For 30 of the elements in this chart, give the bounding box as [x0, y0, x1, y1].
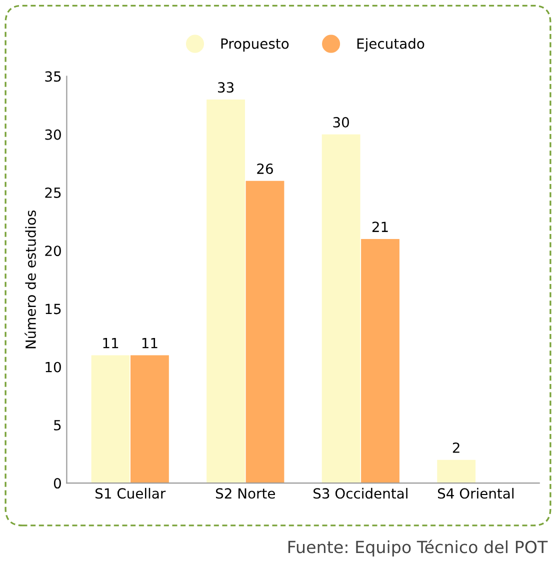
legend-label: Propuesto — [221, 38, 289, 52]
data-label: 2 — [452, 442, 460, 453]
bar — [437, 460, 476, 484]
y-axis-title: Número de estudios — [24, 210, 36, 348]
data-label: 11 — [142, 338, 158, 348]
data-label: 26 — [257, 164, 273, 174]
bar — [322, 134, 360, 484]
y-tick-label: 20 — [45, 246, 61, 256]
source-note: Fuente: Equipo Técnico del POT — [288, 540, 548, 557]
x-tick-label: S4 Oriental — [438, 488, 514, 499]
x-tick-label: S3 Occidental — [314, 488, 408, 499]
data-label: 33 — [218, 82, 234, 93]
y-tick-label: 25 — [45, 187, 61, 198]
bar — [361, 238, 400, 484]
data-label: 30 — [333, 117, 349, 128]
y-tick-label: 5 — [54, 420, 61, 430]
bar — [91, 355, 130, 484]
bar — [206, 100, 245, 484]
y-tick-label: 35 — [45, 71, 61, 82]
legend-label: Ejecutado — [357, 38, 424, 52]
y-tick-label: 10 — [46, 362, 61, 372]
x-tick-label: S2 Norte — [216, 488, 275, 499]
y-tick-label: 0 — [54, 478, 61, 489]
data-label: 21 — [372, 222, 388, 232]
bar — [130, 355, 169, 484]
x-tick-label: S1 Cuellar — [96, 488, 166, 499]
bar — [246, 180, 284, 484]
y-tick-label: 30 — [45, 129, 61, 140]
y-tick-label: 15 — [46, 304, 61, 314]
data-label: 11 — [103, 338, 118, 348]
